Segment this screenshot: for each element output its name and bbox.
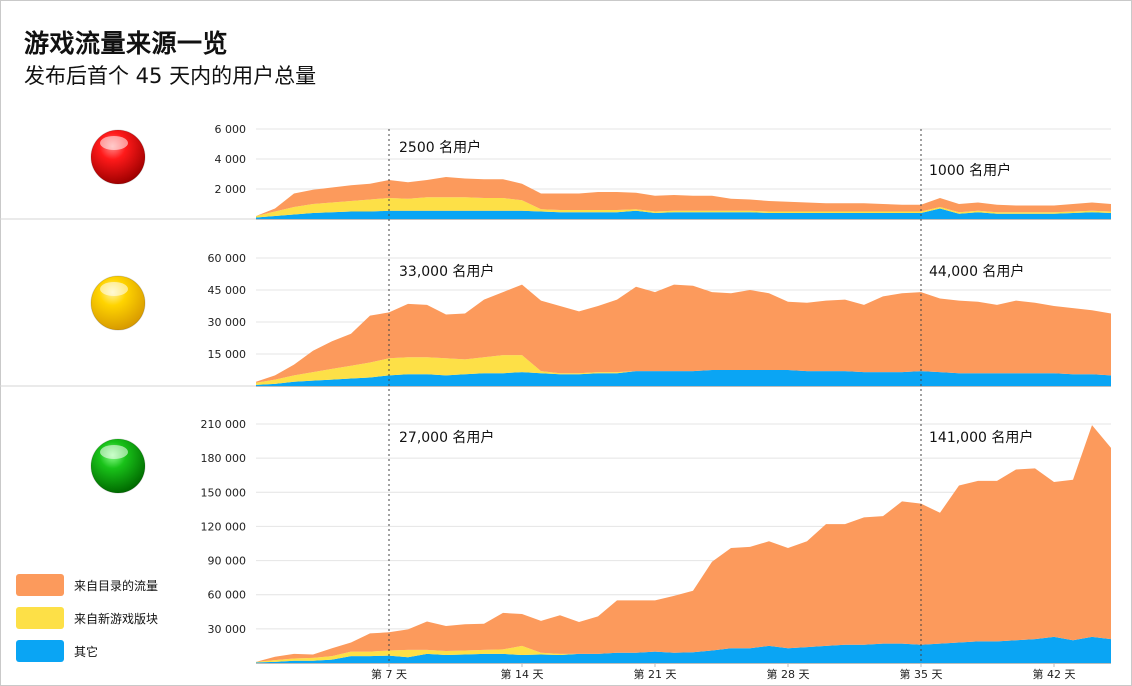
x-tick-label: 第 7 天 [371, 667, 407, 681]
annotation-label: 2500 名用户 [399, 139, 481, 156]
area-series-new-games [256, 197, 1111, 218]
chart-panel-1: 2 000 4 000 6 000 2500 名用户 1000 名用户 [0, 123, 1111, 220]
x-tick-label: 第 42 天 [1033, 667, 1076, 681]
y-tick-label: 45 000 [208, 284, 247, 297]
annotation-label: 27,000 名用户 [399, 429, 494, 446]
y-tick-label: 150 000 [201, 486, 247, 499]
status-icon-highlight [100, 282, 128, 296]
status-icon-highlight [100, 136, 128, 150]
legend-label: 来自目录的流量 [74, 578, 159, 593]
legend-swatch-directory [16, 574, 64, 596]
area-series-new-games [256, 355, 1111, 385]
y-tick-label: 90 000 [208, 555, 247, 568]
y-tick-label: 4 000 [215, 153, 247, 166]
y-tick-label: 120 000 [201, 520, 247, 533]
area-series-directory [256, 284, 1111, 383]
x-tick-label: 第 21 天 [634, 667, 677, 681]
y-tick-label: 210 000 [201, 418, 247, 431]
x-tick-label: 第 28 天 [767, 667, 810, 681]
legend-label: 来自新游戏版块 [74, 611, 159, 626]
area-series-directory [256, 177, 1111, 216]
legend-item-directory: 来自目录的流量 [16, 574, 158, 596]
annotation-label: 141,000 名用户 [929, 429, 1033, 446]
chart-panel-2: 15 000 30 000 45 000 60 000 33,000 名用户 44,000… [0, 252, 1111, 387]
y-tick-label: 15 000 [208, 348, 247, 361]
chart-panel-3: 30 000 60 000 90 000 120 000 150 000 180 000 2… [90, 418, 1111, 681]
status-icon-highlight [100, 445, 128, 459]
x-tick-label: 第 35 天 [900, 667, 943, 681]
area-series-other [256, 636, 1111, 663]
legend-item-other: 其它 [16, 640, 158, 662]
annotation-label: 1000 名用户 [929, 162, 1011, 179]
y-tick-label: 60 000 [208, 252, 247, 265]
chart-title: 游戏流量来源一览 [24, 29, 229, 58]
area-series-directory [256, 425, 1111, 662]
annotation-label: 44,000 名用户 [929, 263, 1024, 280]
y-tick-label: 60 000 [208, 589, 247, 602]
x-tick-label: 第 14 天 [501, 667, 544, 681]
y-tick-label: 30 000 [208, 316, 247, 329]
legend: 来自目录的流量 来自新游戏版块 其它 [16, 574, 158, 673]
annotation-label: 33,000 名用户 [399, 263, 494, 280]
legend-item-new-games: 来自新游戏版块 [16, 607, 158, 629]
legend-swatch-other [16, 640, 64, 662]
area-series-other [256, 208, 1111, 219]
chart-subtitle: 发布后首个 45 天内的用户总量 [24, 64, 317, 88]
y-tick-label: 2 000 [215, 183, 247, 196]
y-tick-label: 6 000 [215, 123, 247, 136]
legend-label: 其它 [74, 644, 99, 659]
y-tick-label: 30 000 [208, 623, 247, 636]
legend-swatch-new-games [16, 607, 64, 629]
y-tick-label: 180 000 [201, 452, 247, 465]
